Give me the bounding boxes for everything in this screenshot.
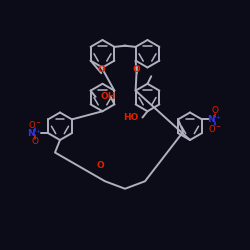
Text: N$^+$: N$^+$ — [207, 114, 223, 125]
Text: O$^-$: O$^-$ — [208, 122, 222, 134]
Text: HO: HO — [122, 113, 138, 122]
Text: OH: OH — [100, 92, 116, 102]
Text: O: O — [212, 106, 218, 115]
Text: O$^-$: O$^-$ — [28, 119, 42, 130]
Text: O: O — [32, 138, 38, 146]
Text: O: O — [96, 160, 104, 170]
Text: O: O — [98, 65, 105, 74]
Text: N$^+$: N$^+$ — [27, 127, 43, 139]
Text: O: O — [133, 65, 141, 74]
